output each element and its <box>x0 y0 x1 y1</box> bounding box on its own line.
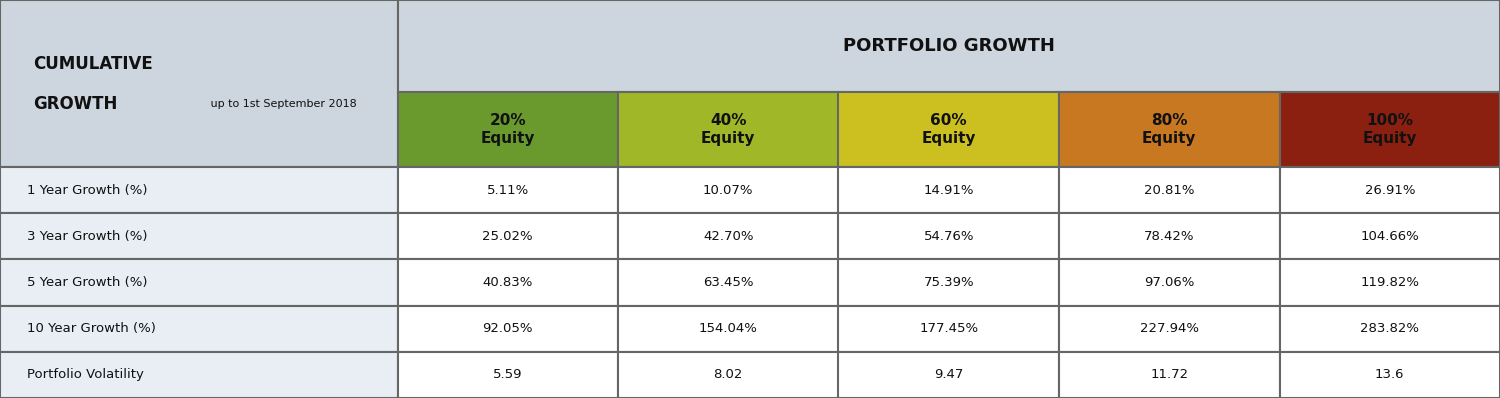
Text: 20.81%: 20.81% <box>1144 184 1194 197</box>
Bar <box>839 92 1059 167</box>
Bar <box>1059 213 1280 259</box>
Text: GROWTH: GROWTH <box>33 95 117 113</box>
Bar <box>839 352 1059 398</box>
Bar <box>1280 352 1500 398</box>
Bar <box>0 0 398 167</box>
Bar <box>1059 92 1280 167</box>
Text: 20%
Equity: 20% Equity <box>480 113 536 146</box>
Bar <box>398 92 618 167</box>
Text: 60%
Equity: 60% Equity <box>921 113 976 146</box>
Bar <box>618 213 839 259</box>
Text: 227.94%: 227.94% <box>1140 322 1198 335</box>
Bar <box>839 213 1059 259</box>
Text: CUMULATIVE: CUMULATIVE <box>33 55 153 72</box>
Bar <box>1280 213 1500 259</box>
Bar <box>839 259 1059 306</box>
Text: 100%
Equity: 100% Equity <box>1362 113 1418 146</box>
Bar <box>0 259 398 306</box>
Text: 78.42%: 78.42% <box>1144 230 1194 243</box>
Text: 42.70%: 42.70% <box>704 230 753 243</box>
Text: 104.66%: 104.66% <box>1360 230 1419 243</box>
Text: 14.91%: 14.91% <box>924 184 974 197</box>
Bar <box>398 167 618 213</box>
Text: 10.07%: 10.07% <box>704 184 753 197</box>
Bar <box>1059 259 1280 306</box>
Text: 9.47: 9.47 <box>934 369 963 381</box>
Text: 3 Year Growth (%): 3 Year Growth (%) <box>27 230 147 243</box>
Text: 8.02: 8.02 <box>714 369 742 381</box>
Text: 97.06%: 97.06% <box>1144 276 1194 289</box>
Text: 92.05%: 92.05% <box>483 322 532 335</box>
Bar <box>618 167 839 213</box>
Bar <box>398 352 618 398</box>
Text: Portfolio Volatility: Portfolio Volatility <box>27 369 144 381</box>
Text: 80%
Equity: 80% Equity <box>1142 113 1197 146</box>
Text: 75.39%: 75.39% <box>924 276 974 289</box>
Text: 10 Year Growth (%): 10 Year Growth (%) <box>27 322 156 335</box>
Bar <box>618 92 839 167</box>
Bar <box>1280 306 1500 352</box>
Text: 283.82%: 283.82% <box>1360 322 1419 335</box>
Bar <box>618 352 839 398</box>
Bar <box>0 306 398 352</box>
Bar <box>398 0 1500 92</box>
Text: 5.59: 5.59 <box>494 369 522 381</box>
Text: 25.02%: 25.02% <box>483 230 532 243</box>
Text: 119.82%: 119.82% <box>1360 276 1419 289</box>
Bar <box>1280 167 1500 213</box>
Text: 154.04%: 154.04% <box>699 322 758 335</box>
Bar <box>1059 306 1280 352</box>
Text: 26.91%: 26.91% <box>1365 184 1414 197</box>
Text: 40%
Equity: 40% Equity <box>700 113 756 146</box>
Text: 13.6: 13.6 <box>1376 369 1404 381</box>
Text: 54.76%: 54.76% <box>924 230 974 243</box>
Bar <box>0 213 398 259</box>
Bar <box>618 259 839 306</box>
Bar <box>0 352 398 398</box>
Text: 11.72: 11.72 <box>1150 369 1188 381</box>
Text: 1 Year Growth (%): 1 Year Growth (%) <box>27 184 147 197</box>
Text: PORTFOLIO GROWTH: PORTFOLIO GROWTH <box>843 37 1054 55</box>
Bar <box>1059 352 1280 398</box>
Text: 5.11%: 5.11% <box>486 184 530 197</box>
Bar <box>398 259 618 306</box>
Bar <box>1280 259 1500 306</box>
Bar <box>839 167 1059 213</box>
Bar <box>398 213 618 259</box>
Bar <box>398 306 618 352</box>
Text: 40.83%: 40.83% <box>483 276 532 289</box>
Text: up to 1st September 2018: up to 1st September 2018 <box>207 99 357 109</box>
Bar <box>1280 92 1500 167</box>
Text: 177.45%: 177.45% <box>920 322 978 335</box>
Text: 5 Year Growth (%): 5 Year Growth (%) <box>27 276 147 289</box>
Text: 63.45%: 63.45% <box>704 276 753 289</box>
Bar <box>0 167 398 213</box>
Bar <box>618 306 839 352</box>
Bar <box>1059 167 1280 213</box>
Bar <box>839 306 1059 352</box>
